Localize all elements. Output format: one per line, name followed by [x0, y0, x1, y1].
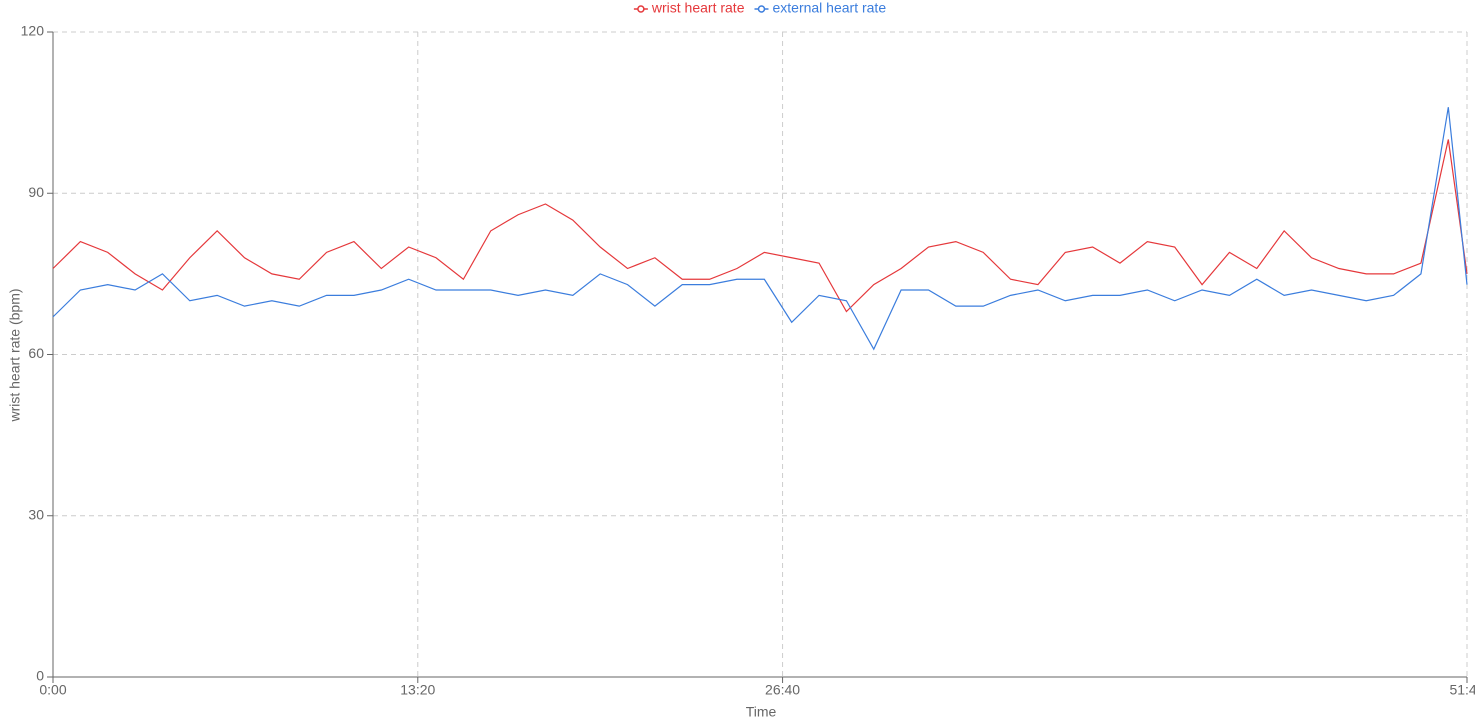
legend-item: wrist heart rate: [633, 0, 745, 16]
x-axis-label: Time: [746, 704, 777, 720]
y-tick-label: 30: [28, 506, 44, 522]
y-tick-label: 90: [28, 184, 44, 200]
y-tick-label: 120: [21, 23, 45, 39]
legend-marker: [757, 5, 766, 13]
legend-item: external heart rate: [754, 0, 886, 16]
x-tick-label: 51:41: [1449, 682, 1475, 698]
legend-marker: [637, 5, 645, 13]
y-tick-label: 60: [28, 345, 44, 361]
y-axis-label: wrist heart rate (bpm): [7, 288, 23, 422]
series-line: [52, 139, 1468, 313]
legend-label: wrist heart rate: [651, 0, 745, 16]
y-tick-label: 0: [36, 668, 44, 684]
legend-label: external heart rate: [772, 0, 886, 16]
x-tick-label: 0:00: [39, 682, 66, 698]
series-line: [52, 107, 1468, 351]
x-tick-label: 13:20: [400, 682, 435, 698]
legend: wrist heart rate external heart rate: [633, 0, 886, 16]
x-tick-label: 26:40: [765, 682, 800, 698]
